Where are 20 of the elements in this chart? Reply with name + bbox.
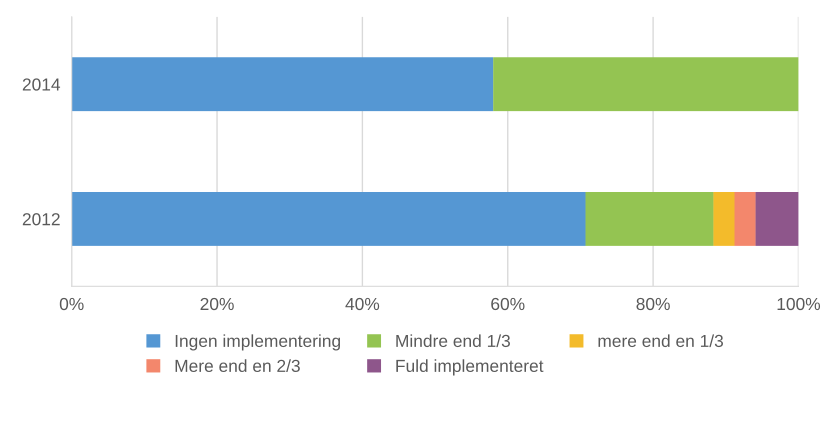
x-tick-label: 80% xyxy=(636,298,670,310)
x-tick-label: 100% xyxy=(778,298,820,310)
x-tick-label: 40% xyxy=(345,298,380,310)
bar xyxy=(72,192,586,246)
y-tick-label: 2014 xyxy=(22,78,60,91)
legend-label: mere end en 1/3 xyxy=(598,334,724,348)
legend-label: Ingen implementering xyxy=(176,334,340,351)
y-tick-label: 2012 xyxy=(22,213,60,226)
legend-label: Mindre end 1/3 xyxy=(396,334,510,348)
bar xyxy=(756,192,798,246)
x-tick-label: 20% xyxy=(200,298,234,310)
legend-label: Mere end en 2/3 xyxy=(176,359,300,372)
x-tick-label: 60% xyxy=(491,298,525,310)
x-tick-label: 0% xyxy=(60,298,84,310)
bar xyxy=(72,57,494,112)
bar xyxy=(493,57,798,112)
bar xyxy=(586,192,714,246)
bar xyxy=(713,192,734,246)
legend-label: Fuld implementeret xyxy=(396,359,544,376)
bar xyxy=(734,192,756,246)
